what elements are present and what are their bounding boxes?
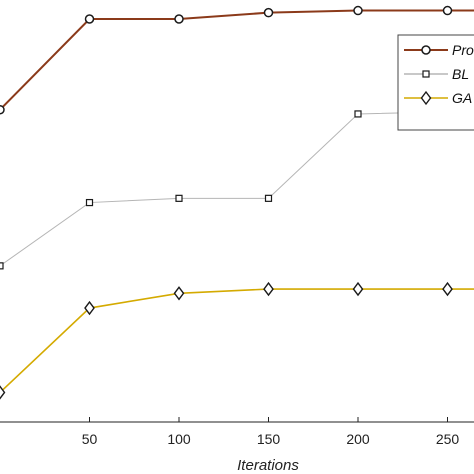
x-tick-label: 250 [436,431,460,447]
data-point [263,7,274,18]
data-point [175,194,183,202]
data-point [354,110,362,118]
legend-marker [421,45,431,55]
data-point [353,5,363,16]
series-layer [0,5,474,400]
series-ga [0,281,474,400]
data-point [352,281,364,297]
x-ticks: 50 100 150 200 250 [82,417,460,447]
series-line [0,288,474,394]
data-point [442,281,453,297]
legend-label: BL [452,66,469,82]
legend-marker [422,70,430,78]
data-point [84,300,95,316]
data-point [84,14,95,24]
x-tick-label: 50 [82,431,98,447]
data-point [0,385,6,400]
legend-label: Pro [452,42,474,58]
series-line [0,111,474,267]
legend-marker [420,90,432,106]
x-tick-label: 100 [167,431,191,447]
data-point [173,286,185,301]
data-point [0,104,5,115]
x-tick-label: 150 [257,431,281,447]
data-point [174,14,184,24]
series-pro [0,5,474,115]
data-point [0,262,4,270]
x-tick-label: 200 [346,431,370,447]
data-point [263,281,274,297]
series-bl [0,108,474,270]
data-point [442,5,453,16]
data-point [264,194,273,202]
legend-label: GA [452,90,472,106]
legend: Pro BL GA [397,34,474,131]
data-point [85,198,94,207]
x-axis-label: Iterations [237,457,299,474]
